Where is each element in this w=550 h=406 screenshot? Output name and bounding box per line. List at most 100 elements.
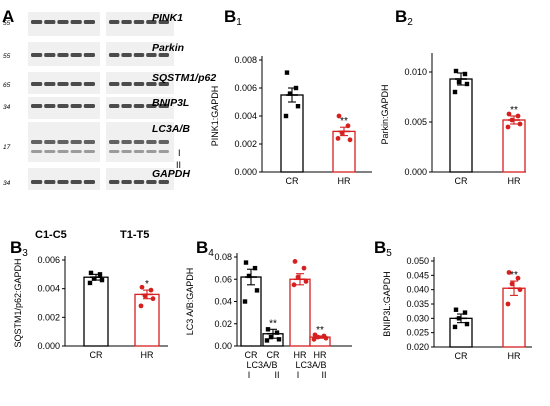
mw-marker: 17 bbox=[3, 144, 11, 151]
significance-marker: ** bbox=[316, 325, 324, 336]
band bbox=[146, 140, 157, 144]
x-tick-label: HR bbox=[294, 350, 307, 360]
y-tick-label: 0.002 bbox=[234, 139, 257, 149]
data-point bbox=[268, 334, 274, 340]
y-tick-label: 0.004 bbox=[37, 284, 60, 294]
data-point bbox=[517, 287, 523, 293]
band bbox=[44, 104, 56, 108]
band bbox=[109, 180, 120, 184]
data-point bbox=[91, 276, 97, 281]
panel-label: B5 bbox=[374, 238, 392, 259]
data-point bbox=[515, 113, 521, 119]
data-point bbox=[150, 296, 156, 302]
data-point bbox=[88, 270, 94, 276]
significance-marker: ** bbox=[340, 116, 348, 127]
significance-marker: ** bbox=[510, 270, 518, 281]
panel-label: B3 bbox=[10, 238, 28, 259]
data-point bbox=[284, 70, 290, 75]
data-point bbox=[303, 279, 309, 284]
band bbox=[70, 180, 82, 184]
data-point bbox=[323, 335, 329, 341]
band bbox=[83, 140, 95, 144]
y-tick-label: 0.06 bbox=[214, 274, 232, 284]
bar bbox=[502, 287, 526, 348]
band bbox=[121, 140, 132, 144]
band bbox=[31, 82, 43, 86]
y-tick-label: 0.045 bbox=[406, 270, 429, 280]
blot-strip bbox=[28, 168, 100, 190]
band bbox=[133, 180, 145, 184]
mw-marker: 55 bbox=[3, 20, 11, 27]
x-tick-label: CR bbox=[267, 350, 280, 360]
panel-label: B2 bbox=[395, 7, 413, 28]
form-label: II bbox=[274, 370, 279, 380]
band bbox=[121, 150, 132, 153]
band bbox=[70, 104, 82, 108]
blot-label: GAPDH bbox=[152, 168, 190, 180]
band bbox=[158, 150, 169, 153]
data-point bbox=[274, 330, 280, 335]
band bbox=[133, 53, 145, 57]
bar bbox=[240, 276, 262, 347]
y-axis-label: Parkin:GAPDH bbox=[380, 84, 390, 144]
data-point bbox=[464, 81, 470, 87]
lc3-form-label: I bbox=[178, 148, 181, 158]
band bbox=[83, 82, 95, 86]
band bbox=[146, 104, 157, 108]
band bbox=[83, 20, 95, 24]
data-point bbox=[148, 287, 154, 293]
panel-label: B1 bbox=[224, 7, 242, 28]
x-tick-label: CR bbox=[90, 350, 103, 360]
y-tick-label: 0.00 bbox=[214, 341, 232, 351]
band bbox=[146, 150, 157, 153]
data-point bbox=[283, 113, 289, 119]
group-label-control: C1-C5 bbox=[35, 229, 67, 241]
data-point bbox=[505, 301, 511, 307]
data-point bbox=[506, 270, 512, 275]
band bbox=[31, 20, 43, 24]
band bbox=[158, 180, 169, 184]
band bbox=[146, 82, 157, 86]
band bbox=[146, 53, 157, 57]
blot-strip bbox=[106, 168, 174, 190]
data-point bbox=[254, 288, 260, 293]
band bbox=[44, 150, 56, 153]
band bbox=[109, 150, 120, 153]
group-label: LC3A/B bbox=[246, 360, 277, 370]
band bbox=[133, 140, 145, 144]
band bbox=[83, 150, 95, 153]
data-point bbox=[345, 123, 351, 129]
data-point bbox=[311, 336, 317, 342]
panel-a-western-blot: A PINK1 55 Parkin 55 SQSTM1/p62 65 BNIP3L 34 LC3… bbox=[2, 7, 216, 241]
band bbox=[109, 82, 120, 86]
data-point bbox=[453, 68, 459, 74]
bar bbox=[83, 276, 109, 347]
chart-b2: B2 0.000 0.005 0.010 Parkin:GAPDH CR ** HR bbox=[380, 7, 526, 186]
band bbox=[133, 150, 145, 153]
y-tick-label: 0.030 bbox=[406, 313, 429, 323]
y-tick-label: 0.035 bbox=[406, 299, 429, 309]
y-tick-label: 0.004 bbox=[234, 111, 257, 121]
data-point bbox=[515, 275, 521, 281]
data-point bbox=[287, 91, 293, 96]
y-tick-label: 0.006 bbox=[37, 255, 60, 265]
band bbox=[57, 53, 69, 57]
band bbox=[158, 20, 169, 24]
data-point bbox=[347, 137, 353, 143]
band bbox=[133, 20, 145, 24]
band bbox=[158, 82, 169, 86]
y-axis-label: LC3 A/B:GAPDH bbox=[185, 268, 195, 336]
x-tick-label: CR bbox=[245, 350, 258, 360]
form-label: I bbox=[248, 370, 251, 380]
band bbox=[31, 140, 43, 144]
y-tick-label: 0.006 bbox=[234, 83, 257, 93]
band bbox=[121, 104, 132, 108]
y-tick-label: 0.010 bbox=[404, 67, 427, 77]
data-point bbox=[142, 293, 148, 299]
band bbox=[57, 82, 69, 86]
x-tick-label: CR bbox=[455, 176, 468, 186]
band bbox=[109, 20, 120, 24]
band bbox=[121, 20, 132, 24]
band bbox=[44, 140, 56, 144]
x-tick-label: CR bbox=[455, 351, 468, 361]
